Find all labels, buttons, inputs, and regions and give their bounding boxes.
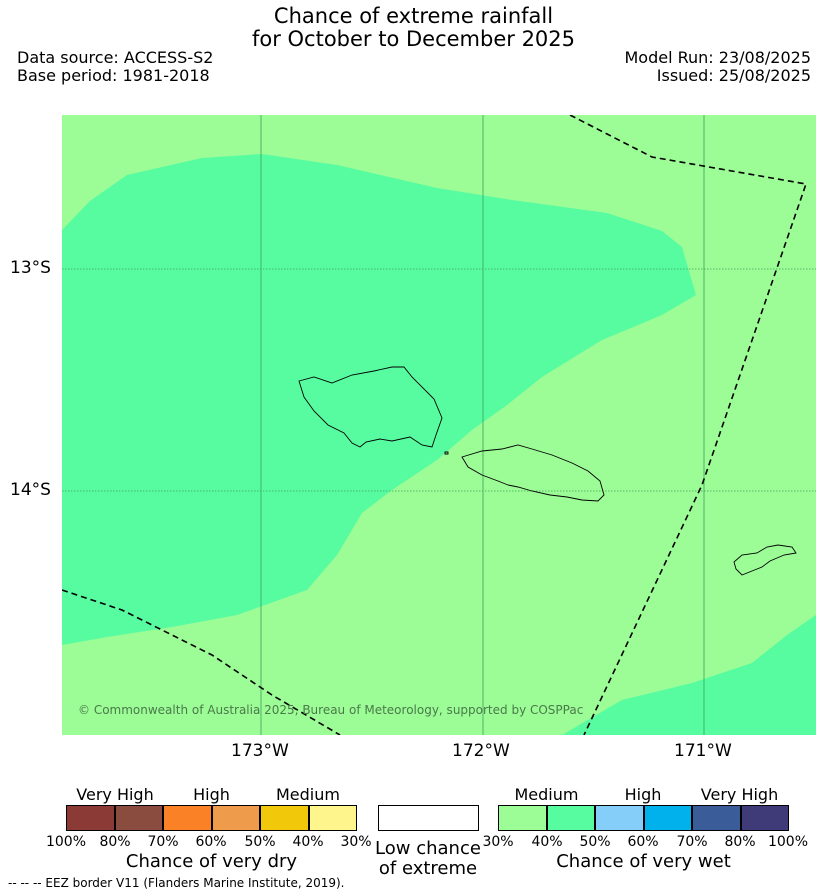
map-title-line2: for October to December 2025 [251,27,576,51]
tutuila-island [733,544,797,576]
dry-swatch-5 [260,805,309,831]
high-chance-area-west [62,154,696,645]
dry-medium-label: Medium [276,785,340,804]
dry-tick: 100% [45,834,87,850]
dry-tick: 60% [195,834,227,850]
lat-label-13s: 13°S [10,258,51,278]
dry-swatch-2 [115,805,163,831]
wet-tick: 100% [767,834,809,850]
dry-swatch-4 [212,805,260,831]
rainfall-map[interactable]: © Commonwealth of Australia 2025, Bureau… [62,115,816,735]
dry-swatch-1 [66,805,115,831]
dry-legend-title: Chance of very dry [125,851,298,872]
dry-tick: 50% [244,834,276,850]
dry-tick: 40% [292,834,324,850]
wet-tick: 60% [627,834,659,850]
low-chance-box [378,805,479,831]
high-chance-area-southeast [562,615,816,735]
dry-tick: 80% [99,834,131,850]
map-title-line1: Chance of extreme rainfall [273,4,554,28]
low-chance-title-1: Low chance [375,838,481,859]
dry-swatch-3 [163,805,212,831]
low-chance-title-2: of extreme [378,858,478,879]
wet-tick: 80% [724,834,756,850]
graticule [62,115,816,735]
dry-high-label: High [193,785,230,804]
low-chance-swatch [378,805,479,831]
wet-swatch-4 [644,805,692,831]
wet-colorbar [498,805,789,831]
issued-label: Issued: 25/08/2025 [656,66,811,85]
dry-colorbar [66,805,357,831]
lon-label-173w: 173°W [231,741,289,761]
eez-border [62,115,808,735]
dry-tick: 70% [147,834,179,850]
wet-swatch-5 [692,805,741,831]
base-period-label: Base period: 1981-2018 [17,66,210,85]
lon-label-171w: 171°W [674,741,732,761]
upolu-island [461,444,605,502]
wet-tick: 50% [579,834,611,850]
wet-high-label: High [624,785,662,804]
wet-swatch-1 [498,805,547,831]
manono-islet [444,451,449,455]
dry-very-high-label: Very High [76,785,154,804]
data-source-label: Data source: ACCESS-S2 [17,48,214,67]
dry-tick: 30% [340,834,372,850]
wet-tick: 30% [482,834,514,850]
lon-label-172w: 172°W [452,741,510,761]
wet-legend-title: Chance of very wet [556,851,731,872]
wet-swatch-2 [547,805,595,831]
copyright-notice: © Commonwealth of Australia 2025, Bureau… [78,703,584,717]
wet-tick: 70% [676,834,708,850]
model-run-label: Model Run: 23/08/2025 [624,48,812,67]
wet-medium-label: Medium [514,785,579,804]
coastline [298,366,797,576]
lat-label-14s: 14°S [10,480,51,500]
wet-swatch-3 [595,805,644,831]
dry-swatch-6 [309,805,357,831]
wet-very-high-label: Very High [700,785,779,804]
wet-swatch-6 [741,805,789,831]
savaii-island [298,366,443,448]
eez-footnote: -- -- -- EEZ border V11 (Flanders Marine… [8,876,345,890]
wet-tick: 40% [531,834,563,850]
